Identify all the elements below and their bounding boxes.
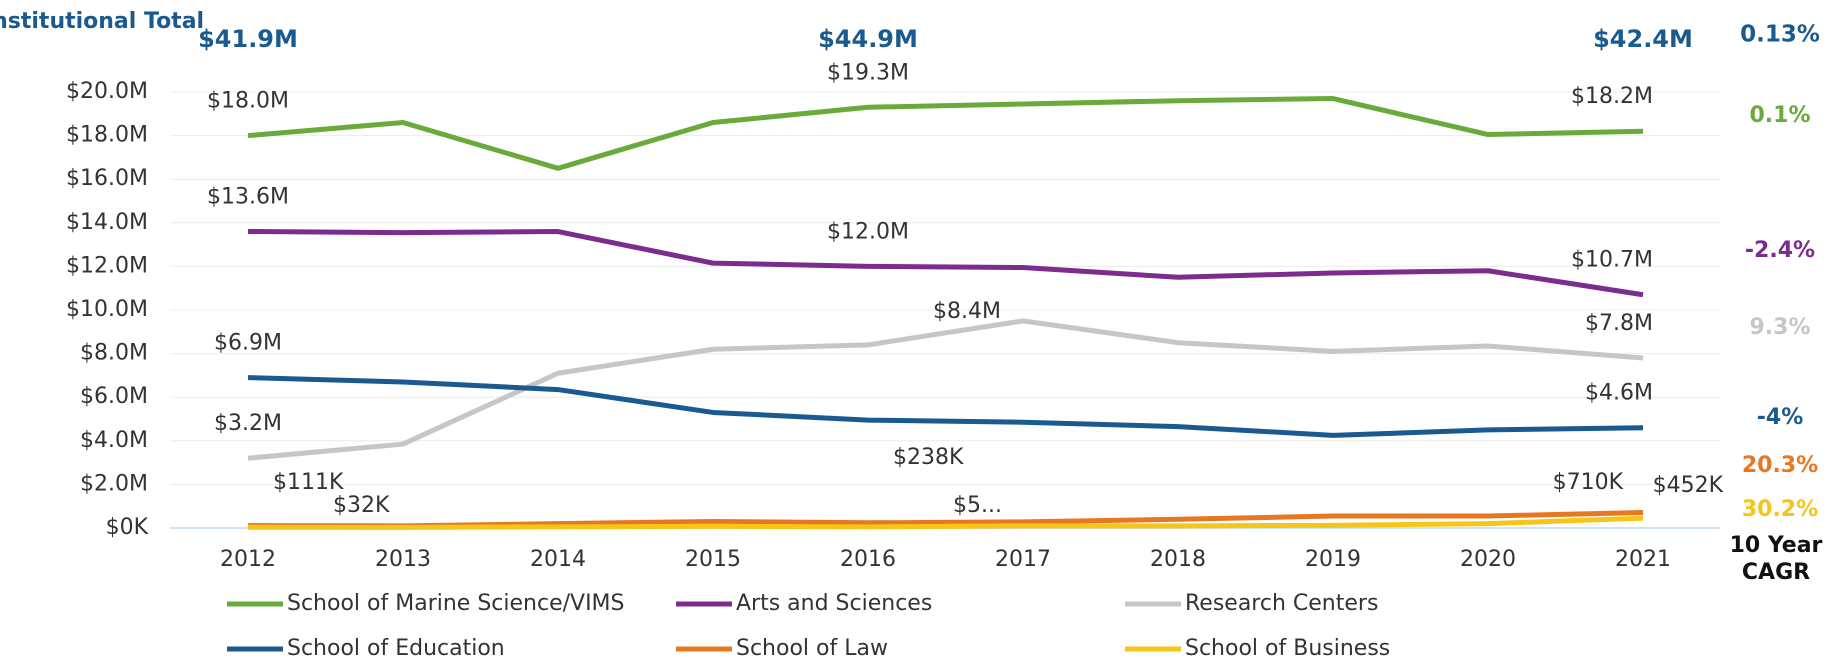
- legend-label: School of Law: [736, 636, 888, 661]
- total-label: $41.9M: [198, 25, 298, 53]
- legend-label: Research Centers: [1185, 591, 1378, 616]
- x-tick-label: 2012: [220, 547, 276, 572]
- x-tick-label: 2020: [1460, 547, 1516, 572]
- data-label: $18.0M: [207, 89, 289, 114]
- data-label: $10.7M: [1571, 248, 1653, 273]
- data-label: $111K: [273, 470, 344, 495]
- y-tick-label: $20.0M: [66, 79, 148, 104]
- total-label: $42.4M: [1593, 25, 1693, 53]
- cagr-value: 9.3%: [1749, 315, 1810, 340]
- y-tick-label: $4.0M: [80, 428, 148, 453]
- y-tick-label: $18.0M: [66, 123, 148, 148]
- data-label: $8.4M: [933, 299, 1001, 324]
- cagr-label: CAGR: [1742, 560, 1810, 585]
- legend-label: School of Business: [1185, 636, 1390, 661]
- data-label: $13.6M: [207, 185, 289, 210]
- x-tick-label: 2021: [1615, 547, 1671, 572]
- y-tick-label: $8.0M: [80, 341, 148, 366]
- cagr-value: 0.1%: [1749, 103, 1810, 128]
- data-label: $5...: [953, 493, 1002, 518]
- series-line: [247, 96, 1644, 171]
- data-label: $19.3M: [827, 60, 909, 85]
- legend-label: Arts and Sciences: [736, 591, 932, 616]
- data-label: $18.2M: [1571, 84, 1653, 109]
- x-tick-label: 2015: [685, 547, 741, 572]
- y-tick-label: $16.0M: [66, 166, 148, 191]
- legend-label: School of Marine Science/VIMS: [287, 591, 625, 616]
- y-tick-label: $10.0M: [66, 297, 148, 322]
- legend-label: School of Education: [287, 636, 505, 661]
- data-label: $12.0M: [827, 219, 909, 244]
- data-label: $710K: [1553, 470, 1624, 495]
- total-cagr: 0.13%: [1740, 22, 1820, 48]
- y-tick-label: $14.0M: [66, 210, 148, 235]
- x-tick-label: 2013: [375, 547, 431, 572]
- y-tick-label: $0K: [106, 515, 149, 540]
- x-tick-label: 2016: [840, 547, 896, 572]
- cagr-value: 30.2%: [1742, 497, 1818, 522]
- cagr-value: -2.4%: [1745, 238, 1815, 263]
- y-tick-label: $6.0M: [80, 384, 148, 409]
- data-label: $4.6M: [1585, 381, 1653, 406]
- cagr-label: 10 Year: [1730, 533, 1823, 558]
- y-tick-label: $12.0M: [66, 253, 148, 278]
- data-label: $3.2M: [214, 411, 282, 436]
- x-tick-label: 2019: [1305, 547, 1361, 572]
- total-label: $44.9M: [818, 25, 918, 53]
- data-label: $32K: [333, 493, 390, 518]
- chart-title: Institutional Total: [0, 9, 204, 34]
- cagr-value: 20.3%: [1742, 453, 1818, 478]
- data-label: $238K: [893, 445, 964, 470]
- x-tick-label: 2017: [995, 547, 1051, 572]
- series-line: [247, 375, 1644, 438]
- data-label: $7.8M: [1585, 311, 1653, 336]
- series-line: [247, 515, 1644, 530]
- cagr-value: -4%: [1757, 405, 1803, 430]
- series-line: [247, 229, 1644, 298]
- data-label: $452K: [1653, 473, 1724, 498]
- x-tick-label: 2018: [1150, 547, 1206, 572]
- series-line: [247, 318, 1644, 461]
- x-tick-label: 2014: [530, 547, 586, 572]
- y-tick-label: $2.0M: [80, 471, 148, 496]
- data-label: $6.9M: [214, 331, 282, 356]
